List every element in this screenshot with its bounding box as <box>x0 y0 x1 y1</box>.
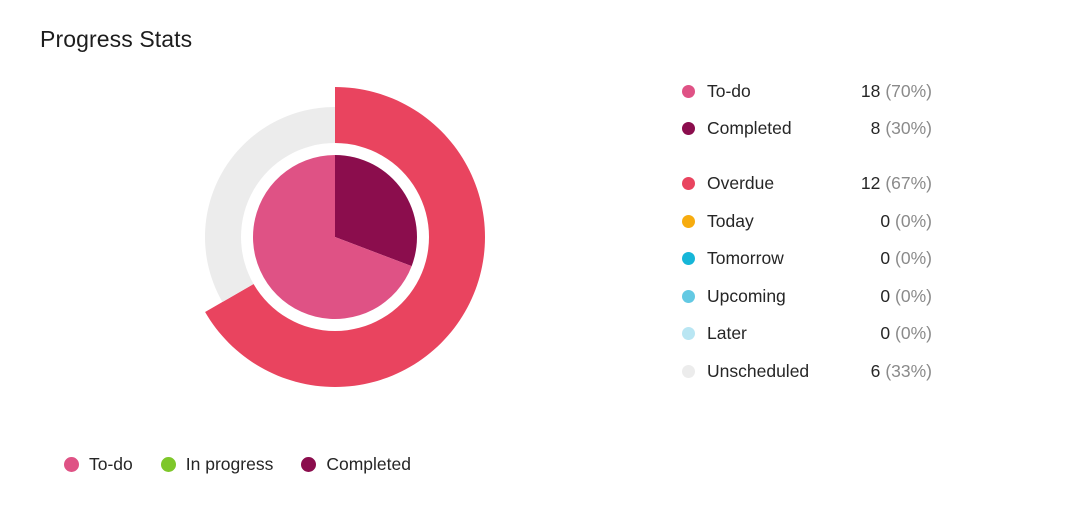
upcoming-dot-icon <box>682 289 695 303</box>
stat-count: 0 <box>880 210 891 231</box>
later-dot-icon <box>682 326 695 340</box>
schedule-ring <box>205 87 485 387</box>
stat-label: Completed <box>707 117 792 138</box>
stat-label: Unscheduled <box>707 360 810 381</box>
stat-percent: (0%) <box>895 210 932 231</box>
stat-count: 12 <box>860 172 881 193</box>
stat-count: 6 <box>870 360 881 381</box>
legend-item-in-progress[interactable]: In progress <box>160 454 274 475</box>
stat-percent: (0%) <box>895 322 932 343</box>
ring-segment-overdue[interactable] <box>205 87 485 387</box>
stat-percent: (0%) <box>895 247 932 268</box>
stat-label: Upcoming <box>707 285 786 306</box>
stat-percent: (0%) <box>895 285 932 306</box>
stat-row-upcoming: Upcoming 0 (0%) <box>680 277 932 315</box>
stat-count: 0 <box>880 322 891 343</box>
stat-percent: (67%) <box>885 172 932 193</box>
overdue-dot-icon <box>682 176 695 190</box>
stat-row-later: Later 0 (0%) <box>680 314 932 352</box>
stat-count: 8 <box>870 117 881 138</box>
stat-row-overdue: Overdue 12 (67%) <box>680 164 932 202</box>
stat-row-today: Today 0 (0%) <box>680 202 932 240</box>
pie-slice-completed[interactable] <box>335 155 417 267</box>
stat-label: Overdue <box>707 172 775 193</box>
ring-segment-unscheduled[interactable] <box>205 107 335 302</box>
stat-label: To-do <box>707 80 751 101</box>
completed-legend-dot-icon <box>301 457 317 472</box>
unscheduled-dot-icon <box>682 364 695 378</box>
in-progress-legend-dot-icon <box>160 457 176 472</box>
legend-label: Completed <box>326 454 411 474</box>
todo-dot-icon <box>682 84 695 98</box>
page-title: Progress Stats <box>40 26 193 52</box>
legend-label: To-do <box>89 454 133 474</box>
legend-label: In progress <box>185 454 274 474</box>
legend-item-todo[interactable]: To-do <box>64 454 133 475</box>
stat-label: Later <box>707 322 747 343</box>
pie-slice-to-do[interactable] <box>252 155 412 320</box>
today-dot-icon <box>682 214 695 228</box>
stat-percent: (33%) <box>885 360 932 381</box>
status-pie <box>252 155 417 320</box>
todo-legend-dot-icon <box>64 457 79 472</box>
stat-percent: (70%) <box>885 80 932 101</box>
stat-row-tomorrow: Tomorrow 0 (0%) <box>680 239 932 277</box>
legend-item-completed[interactable]: Completed <box>301 454 411 475</box>
stat-count: 0 <box>880 247 891 268</box>
stat-count: 18 <box>860 80 881 101</box>
completed-dot-icon <box>682 121 695 135</box>
chart-legend: To-do In progress Completed <box>64 454 439 475</box>
stat-label: Today <box>707 210 754 231</box>
stat-row-todo: To-do 18 (70%) <box>680 72 932 110</box>
stat-label: Tomorrow <box>707 247 784 268</box>
tomorrow-dot-icon <box>682 251 695 265</box>
stat-row-unscheduled: Unscheduled 6 (33%) <box>680 352 932 390</box>
stat-percent: (30%) <box>885 117 932 138</box>
stat-count: 0 <box>880 285 891 306</box>
stat-row-completed: Completed 8 (30%) <box>680 109 932 147</box>
